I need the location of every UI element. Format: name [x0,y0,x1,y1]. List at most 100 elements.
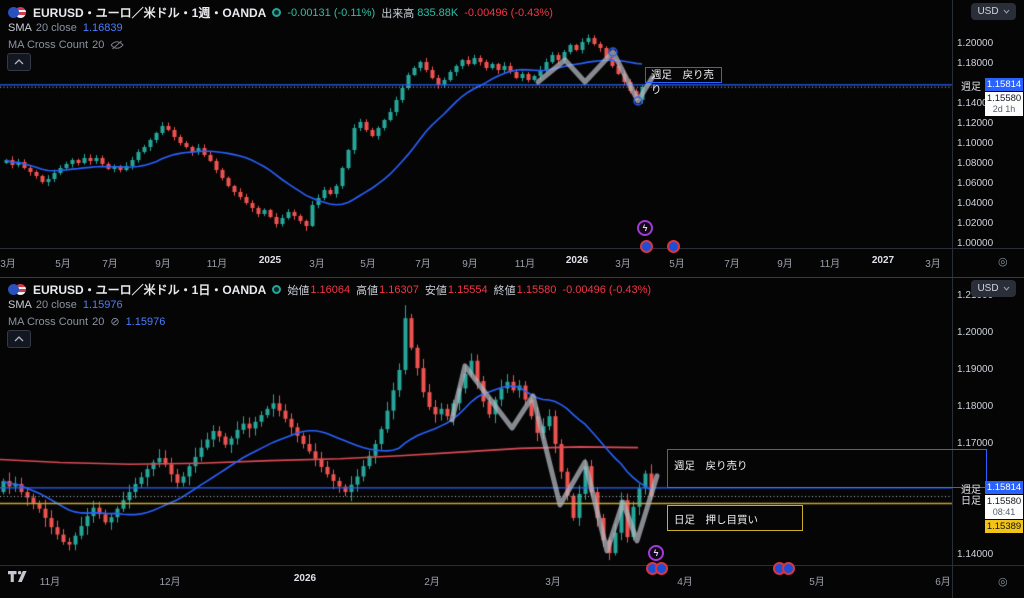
weekly-sell-note-box[interactable]: 週足 戻り売り [645,67,722,96]
eu-flag-event-icon[interactable] [639,239,653,253]
circle-slash-icon: ⊘ [110,316,120,328]
sma-value: 1.16839 [82,22,123,34]
weekly-line-price-tag: 1.15814 [985,481,1023,495]
price-tick-label: 1.17000 [957,438,994,450]
open-value: 1.16064 [310,283,351,296]
economic-event-lightning-icon[interactable]: ϟ [648,545,664,561]
bottom-timescale-divider [0,565,1024,566]
weekly-line-price-tag: 1.15814 [985,78,1023,92]
axis-settings-icon[interactable]: ◎ [998,256,1008,268]
low-value: 1.15554 [447,283,488,296]
daily-currency-button[interactable]: USD [971,280,1016,297]
weekly-currency-label: USD [977,6,999,17]
sma-name: SMA [8,299,32,311]
eu-flag-event-icon[interactable] [666,239,680,253]
daily-countdown-tag: 1.15580 08:41 [985,495,1023,520]
weekly-change-main: -0.00496 (-0.43%) [464,6,553,19]
weekly-collapse-button[interactable] [7,53,31,71]
time-tick-label: 3月 [0,259,16,270]
countdown-price: 1.15580 [986,496,1022,508]
price-axis-divider[interactable] [952,0,953,598]
ma-cross-params: 20 [92,39,105,51]
time-tick-label: 4月 [677,577,693,588]
low-label: 安値 [424,284,447,297]
economic-event-lightning-icon[interactable]: ϟ [637,220,653,236]
price-tick-label: 1.04000 [957,197,994,209]
time-tick-label: 3月 [615,259,631,270]
daily-collapse-button[interactable] [7,330,31,348]
daily-change-main: -0.00496 (-0.43%) [562,283,652,296]
time-tick-label: 11月 [514,259,536,270]
time-tick-label: 5月 [360,259,376,270]
time-tick-label: 2026 [293,573,317,584]
market-status-icon[interactable] [272,285,282,294]
weekly-ma-cross-row[interactable]: MA Cross Count 20 [8,39,125,51]
time-tick-label: 11月 [819,259,841,270]
price-tick-label: 1.08000 [957,157,994,169]
time-tick-label: 7月 [102,259,118,270]
sma-name: SMA [8,22,32,34]
time-tick-label: 2027 [871,255,895,266]
visibility-hidden-icon[interactable] [110,40,125,50]
close-value: 1.15580 [516,283,557,296]
daily-header-row: EURUSD・ユーロ／米ドル・1日・OANDA 始値 1.16064 高値 1.16… [8,281,651,298]
open-label: 始値 [287,284,310,297]
high-label: 高値 [356,284,379,297]
daily-sma-row[interactable]: SMA 20 close 1.15976 [8,299,123,311]
weekly-symbol-title[interactable]: EURUSD・ユーロ／米ドル・1週・OANDA [33,6,267,20]
time-tick-label: 5月 [809,577,825,588]
daily-line-axis-label: 日足 [961,496,981,508]
pane-divider[interactable] [0,277,1024,278]
axis-settings-icon[interactable]: ◎ [998,576,1008,588]
time-tick-label: 3月 [545,577,561,588]
time-tick-label: 2025 [258,255,282,266]
time-tick-label: 3月 [925,259,941,270]
sma-params: 20 close [35,299,77,311]
price-tick-label: 1.14000 [957,549,994,561]
time-tick-label: 5月 [669,259,685,270]
weekly-sma-row[interactable]: SMA 20 close 1.16839 [8,22,123,34]
daily-symbol-title[interactable]: EURUSD・ユーロ／米ドル・1日・OANDA [33,283,267,297]
eu-flag-event-icon[interactable] [654,561,668,575]
price-tick-label: 1.14000 [957,97,994,109]
eurusd-pair-icon [8,6,27,19]
volume-label: 出来高 [381,7,415,20]
zone-box-label: 週足 戻り売り [674,460,748,472]
time-tick-label: 3月 [309,259,325,270]
price-tick-label: 1.19000 [957,364,994,376]
daily-ma-cross-row[interactable]: MA Cross Count 20 ⊘ 1.15976 [8,315,166,329]
weekly-change-small: -0.00131 (-0.11%) [287,6,376,19]
weekly-currency-button[interactable]: USD [971,3,1016,20]
daily-buy-zone-box[interactable]: 日足 押し目買い [667,505,803,531]
time-tick-label: 11月 [39,577,61,588]
zone-box-label: 日足 押し目買い [674,514,758,526]
price-tick-label: 1.12000 [957,117,994,129]
eu-flag-event-icon[interactable] [781,561,795,575]
ma-cross-params: 20 [92,315,105,328]
price-tick-label: 1.18000 [957,401,994,413]
market-status-icon[interactable] [272,8,282,17]
price-tick-label: 1.20000 [957,327,994,339]
ma-cross-value: 1.15976 [125,315,166,328]
chevron-down-icon [1003,286,1009,291]
weekly-countdown-tag: 1.15580 2d 1h [985,92,1023,117]
price-tick-label: 1.06000 [957,177,994,189]
ma-cross-name: MA Cross Count [8,39,89,51]
weekly-line-axis-label: 週足 [961,81,981,93]
time-tick-label: 7月 [724,259,740,270]
close-label: 終値 [493,284,516,297]
weekly-line-axis-label: 週足 [961,484,981,496]
weekly-header-row: EURUSD・ユーロ／米ドル・1週・OANDA -0.00131 (-0.11%… [8,4,553,21]
price-tick-label: 1.20000 [957,37,994,49]
daily-weekly-sell-zone-box[interactable]: 週足 戻り売り [667,449,987,488]
eurusd-pair-icon [8,283,27,296]
chevron-down-icon [1003,9,1009,14]
sma-params: 20 close [35,22,77,34]
time-tick-label: 11月 [206,259,228,270]
top-timescale-divider [0,248,1024,249]
tradingview-logo[interactable] [8,570,27,588]
price-tick-label: 1.02000 [957,217,994,229]
countdown-time: 08:41 [992,507,1016,518]
